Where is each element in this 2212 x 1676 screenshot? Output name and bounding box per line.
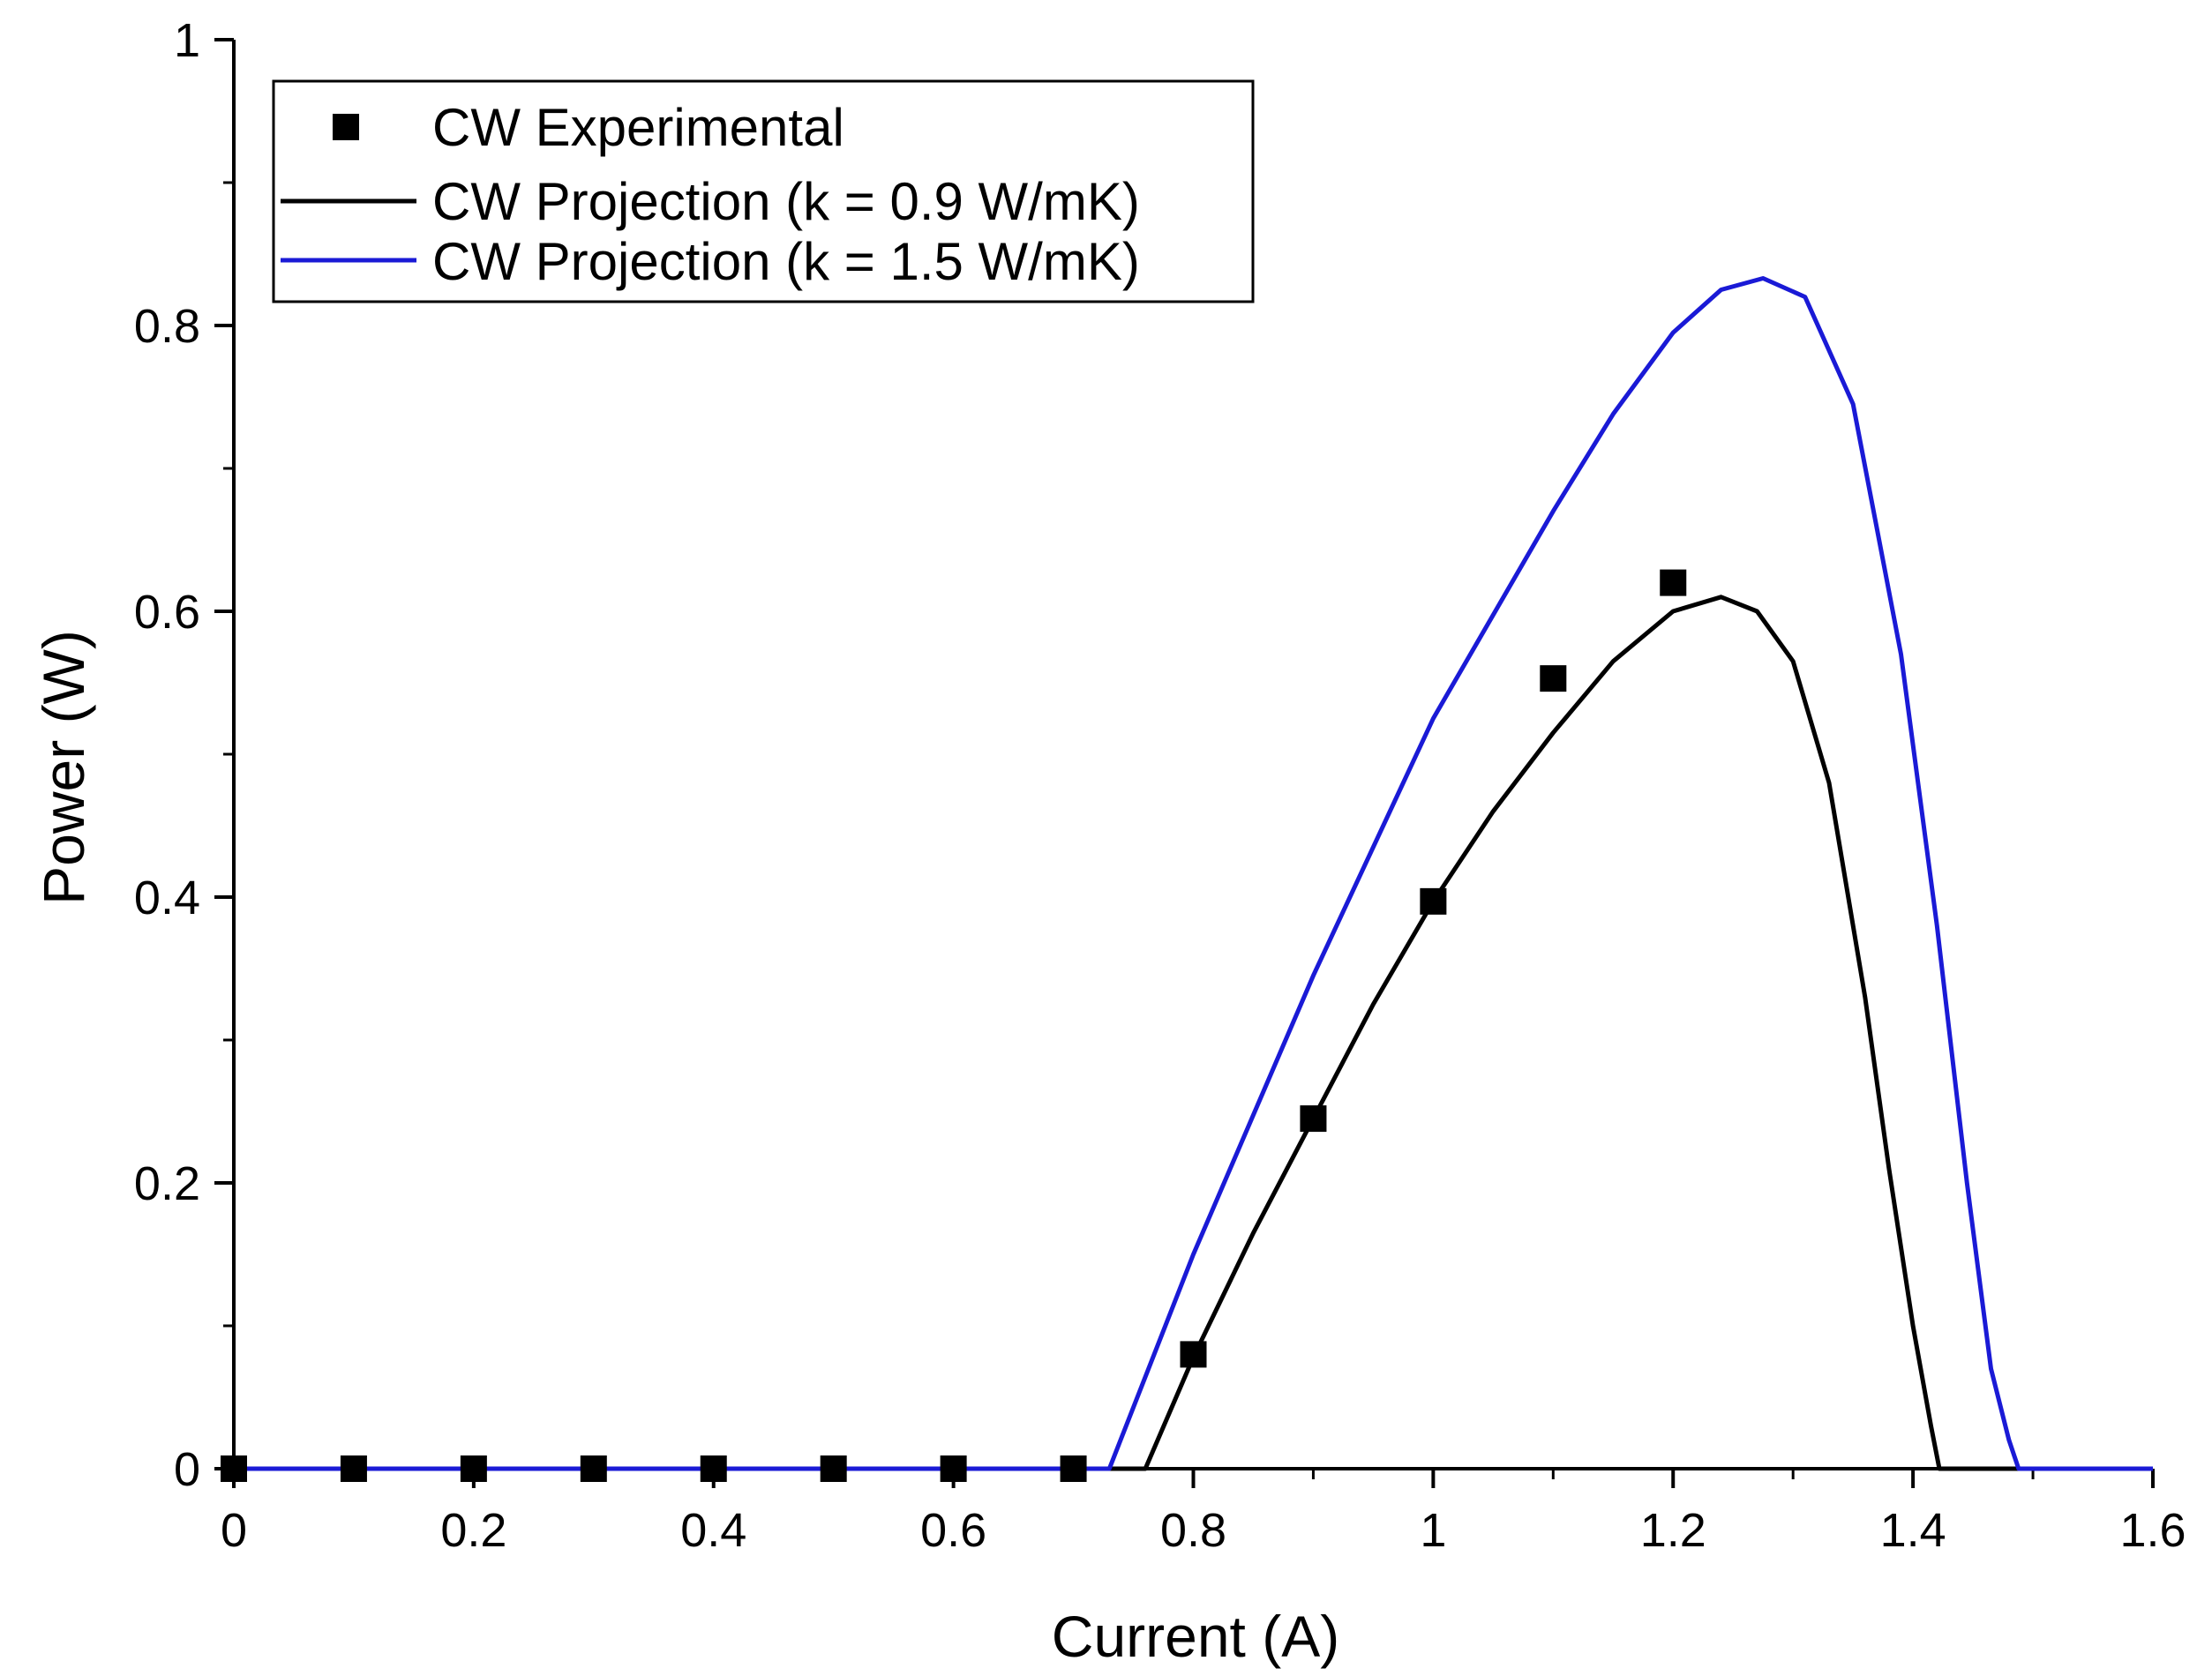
x-tick-label: 1.4	[1880, 1504, 1946, 1557]
y-tick-label: 0.8	[134, 300, 200, 353]
data-point	[820, 1455, 847, 1482]
plot-points	[221, 569, 1687, 1482]
data-point	[460, 1455, 487, 1482]
data-point	[340, 1455, 367, 1482]
legend-marker-experimental	[333, 114, 359, 140]
y-tick-label: 0	[174, 1443, 200, 1496]
legend-label-k09: CW Projection (k = 0.9 W/mK)	[432, 172, 1140, 231]
data-point	[700, 1455, 727, 1482]
y-tick-label: 1	[174, 14, 200, 67]
x-tick-label: 1.2	[1640, 1504, 1706, 1557]
legend: CW Experimental CW Projection (k = 0.9 W…	[272, 79, 1255, 303]
x-axis-title: Current (A)	[1052, 1604, 1339, 1669]
series-line-2	[234, 276, 2153, 1471]
data-point	[1300, 1105, 1327, 1133]
x-tick-label: 0.4	[680, 1504, 746, 1557]
y-tick-label: 0.4	[134, 872, 200, 924]
data-point	[1060, 1455, 1087, 1482]
x-axis-ticks: 0 0.2 0.4 0.6 0.8 1 1.2 1.4 1.6	[221, 1469, 2186, 1557]
data-point	[1420, 887, 1447, 915]
plot-lines	[234, 276, 2153, 1471]
data-point	[221, 1455, 247, 1482]
data-point	[940, 1455, 967, 1482]
x-tick-label: 0	[221, 1504, 247, 1557]
legend-box	[272, 79, 1255, 303]
legend-label-experimental: CW Experimental	[432, 98, 844, 157]
data-point	[580, 1455, 607, 1482]
data-point	[1540, 665, 1567, 692]
series-line-1	[234, 595, 2153, 1471]
y-tick-label: 0.6	[134, 586, 200, 639]
x-tick-label: 1	[1420, 1504, 1446, 1557]
x-tick-label: 0.8	[1160, 1504, 1226, 1557]
x-tick-label: 1.6	[2119, 1504, 2186, 1557]
y-axis-title: Power (W)	[31, 630, 96, 905]
x-tick-label: 0.2	[440, 1504, 506, 1557]
x-tick-label: 0.6	[920, 1504, 986, 1557]
data-point	[1180, 1341, 1207, 1368]
y-axis-ticks: 0 0.2 0.4 0.6 0.8 1	[134, 14, 234, 1496]
y-tick-label: 0.2	[134, 1157, 200, 1210]
data-point	[1660, 569, 1687, 596]
legend-label-k15: CW Projection (k = 1.5 W/mK)	[432, 232, 1140, 291]
